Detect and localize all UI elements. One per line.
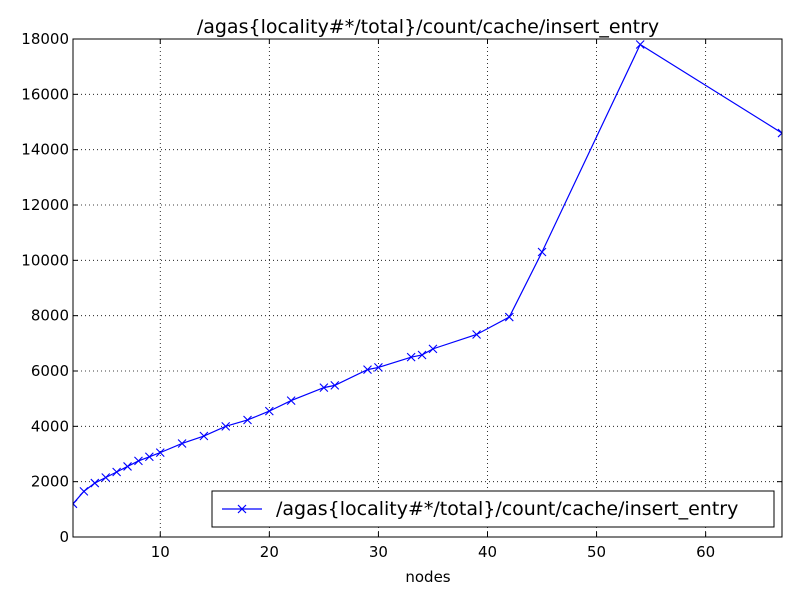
y-tick-label: 6000 [31,362,69,380]
data-point [504,312,514,322]
data-point [472,330,481,339]
y-tick-label: 12000 [21,196,69,214]
data-point [155,448,165,458]
chart-title: /agas{locality#*/total}/count/cache/inse… [197,16,659,38]
data-point [177,439,187,448]
data-point [90,478,100,488]
plot-area [73,40,782,509]
legend-box [211,490,775,528]
legend: /agas{locality#*/total}/count/cache/inse… [211,490,775,528]
data-point [286,396,296,405]
x-axis-label: nodes [405,568,450,586]
legend-marker [237,504,247,514]
data-point [134,456,143,466]
data-point [112,467,122,477]
data-point [144,452,154,462]
data-point [363,365,372,375]
y-tick-label: 0 [59,528,69,546]
x-tick-label: 40 [478,543,497,561]
axes-frame [72,38,783,538]
data-point [374,363,383,372]
y-tick-label: 2000 [31,473,69,491]
data-point [79,486,89,496]
data-point [330,380,340,390]
data-point [319,383,329,392]
x-tick-label: 60 [696,543,715,561]
data-point [243,415,252,425]
data-point [199,431,209,441]
y-tick-label: 8000 [31,307,69,325]
data-point [417,350,427,360]
y-tick-label: 18000 [21,30,69,48]
x-tick-label: 20 [260,543,279,561]
data-point [777,128,782,138]
data-point [73,499,78,509]
data-point [537,247,547,257]
axes-ticks: 10 20 30 40 50 60 0 2000 4000 6000 8000 10000 12000 1… [21,30,782,561]
data-point [264,406,274,416]
data-point [123,462,132,471]
data-point [428,344,438,354]
data-point [635,40,645,49]
x-tick-label: 10 [151,543,170,561]
data-point [406,352,416,362]
y-tick-label: 16000 [21,85,69,103]
grid [73,39,782,537]
y-tick-label: 14000 [21,141,69,159]
data-point [101,473,111,482]
x-tick-label: 50 [587,543,606,561]
legend-entry-label: /agas{locality#*/total}/count/cache/inse… [276,498,738,520]
y-tick-label: 4000 [31,417,69,435]
data-point [221,421,231,431]
x-tick-label: 30 [369,543,388,561]
series [73,40,782,509]
y-tick-label: 10000 [21,251,69,269]
